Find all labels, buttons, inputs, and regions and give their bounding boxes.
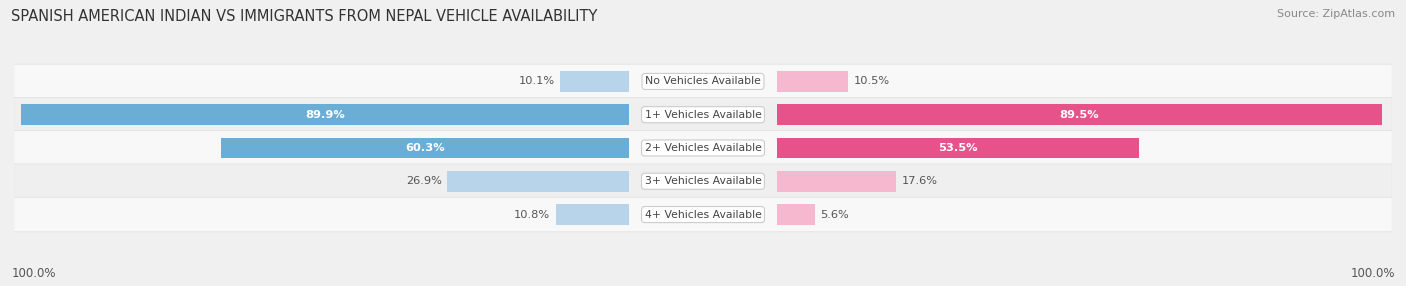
Text: 26.9%: 26.9%	[406, 176, 441, 186]
Bar	[561, 71, 628, 92]
Bar	[555, 204, 628, 225]
FancyBboxPatch shape	[14, 64, 1392, 99]
Text: 89.9%: 89.9%	[305, 110, 344, 120]
Text: 5.6%: 5.6%	[821, 210, 849, 220]
Text: 3+ Vehicles Available: 3+ Vehicles Available	[644, 176, 762, 186]
Text: 100.0%: 100.0%	[11, 267, 56, 280]
Text: 2+ Vehicles Available: 2+ Vehicles Available	[644, 143, 762, 153]
Bar	[778, 138, 1139, 158]
FancyBboxPatch shape	[14, 197, 1392, 232]
Text: 10.5%: 10.5%	[853, 76, 890, 86]
Text: 17.6%: 17.6%	[901, 176, 938, 186]
Text: 10.8%: 10.8%	[515, 210, 550, 220]
Text: 4+ Vehicles Available: 4+ Vehicles Available	[644, 210, 762, 220]
FancyBboxPatch shape	[14, 164, 1392, 198]
Text: 53.5%: 53.5%	[938, 143, 977, 153]
Text: Source: ZipAtlas.com: Source: ZipAtlas.com	[1277, 9, 1395, 19]
Text: 89.5%: 89.5%	[1060, 110, 1099, 120]
Text: 10.1%: 10.1%	[519, 76, 555, 86]
Bar	[778, 71, 848, 92]
Bar	[447, 171, 628, 192]
Text: SPANISH AMERICAN INDIAN VS IMMIGRANTS FROM NEPAL VEHICLE AVAILABILITY: SPANISH AMERICAN INDIAN VS IMMIGRANTS FR…	[11, 9, 598, 23]
Text: 1+ Vehicles Available: 1+ Vehicles Available	[644, 110, 762, 120]
Text: 60.3%: 60.3%	[405, 143, 444, 153]
Text: 100.0%: 100.0%	[1350, 267, 1395, 280]
Bar	[778, 204, 815, 225]
FancyBboxPatch shape	[14, 98, 1392, 132]
FancyBboxPatch shape	[14, 131, 1392, 165]
Text: No Vehicles Available: No Vehicles Available	[645, 76, 761, 86]
Bar	[21, 104, 628, 125]
Bar	[778, 104, 1382, 125]
Bar	[221, 138, 628, 158]
Bar	[778, 171, 896, 192]
